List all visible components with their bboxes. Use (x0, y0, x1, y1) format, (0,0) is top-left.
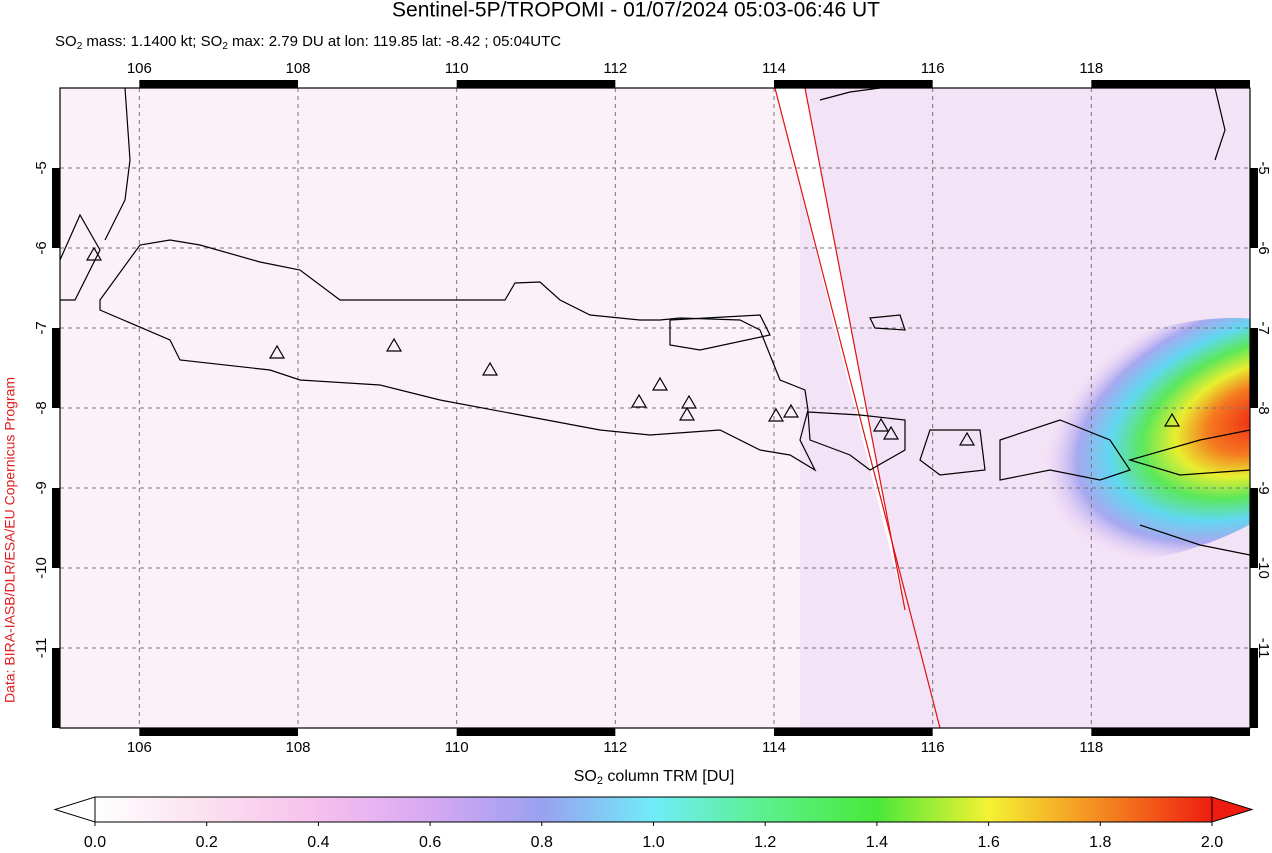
lon-tick-label: 114 (762, 739, 786, 756)
frame-bar (52, 488, 60, 568)
coastline (669, 314, 771, 351)
frame-bar (774, 728, 933, 736)
swath-gap (775, 88, 905, 610)
colorbar-label: SO2 column TRM [DU] (574, 768, 735, 787)
coastline (1127, 429, 1250, 476)
colorbar-tick-label: 1.8 (1089, 834, 1111, 851)
lon-tick-label: 108 (285, 60, 310, 77)
lat-tick-label: -7 (33, 321, 50, 334)
colorbar-min-arrow (53, 796, 96, 823)
credit: Data: BIRA-IASB/DLR/ESA/EU Copernicus Pr… (2, 377, 18, 703)
coastline (807, 411, 906, 471)
lon-tick-label: 108 (285, 739, 310, 756)
frame (52, 80, 1258, 736)
frame-bar (1250, 488, 1258, 568)
frame-bar (456, 728, 616, 736)
lat-tick-label: -8 (33, 401, 50, 414)
lat-tick-label: -9 (1255, 481, 1272, 494)
colorbar-tick-label: 1.2 (754, 834, 776, 851)
coastline (819, 88, 881, 101)
map-area (60, 88, 1250, 728)
colorbar-tick-label: 1.6 (977, 834, 999, 851)
colorbar-tick-label: 0.6 (419, 834, 441, 851)
coastline (104, 88, 131, 241)
lon-tick-label: 118 (1079, 60, 1103, 77)
lon-tick-label: 106 (127, 60, 152, 77)
lat-tick-label: -6 (33, 241, 50, 254)
lon-tick-label: 110 (445, 739, 469, 756)
coastline (1139, 524, 1250, 556)
colorbar-tick-label: 1.0 (642, 834, 664, 851)
lat-tick-label: -7 (1255, 321, 1272, 334)
lon-tick-label: 118 (1079, 739, 1103, 756)
lon-tick-label: 116 (921, 739, 945, 756)
lon-tick-label: 116 (921, 60, 945, 77)
lat-tick-label: -10 (1255, 557, 1272, 579)
title: Sentinel-5P/TROPOMI - 01/07/2024 05:03-0… (392, 0, 880, 22)
swath-edge (804, 88, 906, 611)
lat-tick-label: -11 (1255, 638, 1272, 659)
coastline (99, 239, 817, 472)
coastline (999, 419, 1131, 481)
lon-tick-label: 110 (445, 60, 469, 77)
frame-bar (774, 80, 933, 88)
colorbar-tick-label: 2.0 (1201, 834, 1223, 851)
colorbar-tick-label: 0.2 (196, 834, 218, 851)
frame-bar (52, 168, 60, 248)
coastline (919, 429, 986, 476)
lon-tick-label: 112 (603, 739, 627, 756)
frame-bar (52, 328, 60, 408)
lon-tick-label: 106 (127, 739, 152, 756)
colorbar-tick-label: 0.4 (307, 834, 329, 851)
frame-bar (1091, 80, 1250, 88)
coastline (1214, 88, 1226, 161)
colorbar (94, 796, 1213, 823)
frame-bar (139, 728, 298, 736)
frame-bar (1250, 328, 1258, 408)
coastline (60, 213, 101, 301)
frame-bar (1250, 168, 1258, 248)
frame-bar (139, 80, 298, 88)
frame-bar (456, 80, 616, 88)
lat-tick-label: -5 (1255, 161, 1272, 174)
lon-tick-label: 112 (603, 60, 627, 77)
grid (60, 88, 1250, 728)
lat-tick-label: -11 (33, 638, 50, 659)
so2-plume (987, 317, 1250, 563)
colorbar-max-arrow (1211, 796, 1254, 823)
frame-bar (1250, 648, 1258, 728)
lat-tick-label: -9 (33, 481, 50, 494)
lat-tick-label: -6 (1255, 241, 1272, 254)
volcanoes (85, 246, 1181, 446)
colorbar-tick-label: 1.4 (866, 834, 888, 851)
subtitle: SO2 mass: 1.1400 kt; SO2 max: 2.79 DU at… (55, 33, 561, 52)
lat-tick-label: -5 (33, 161, 50, 174)
lat-tick-label: -10 (33, 557, 50, 579)
lon-tick-label: 114 (762, 60, 786, 77)
frame-bar (1091, 728, 1250, 736)
map-border (59, 87, 1251, 729)
colorbar-tick-label: 0.8 (531, 834, 553, 851)
coastline (869, 314, 906, 331)
frame-bar (52, 648, 60, 728)
lat-tick-label: -8 (1255, 401, 1272, 414)
colorbar-tick-label: 0.0 (84, 834, 106, 851)
swath-edge (774, 88, 941, 728)
